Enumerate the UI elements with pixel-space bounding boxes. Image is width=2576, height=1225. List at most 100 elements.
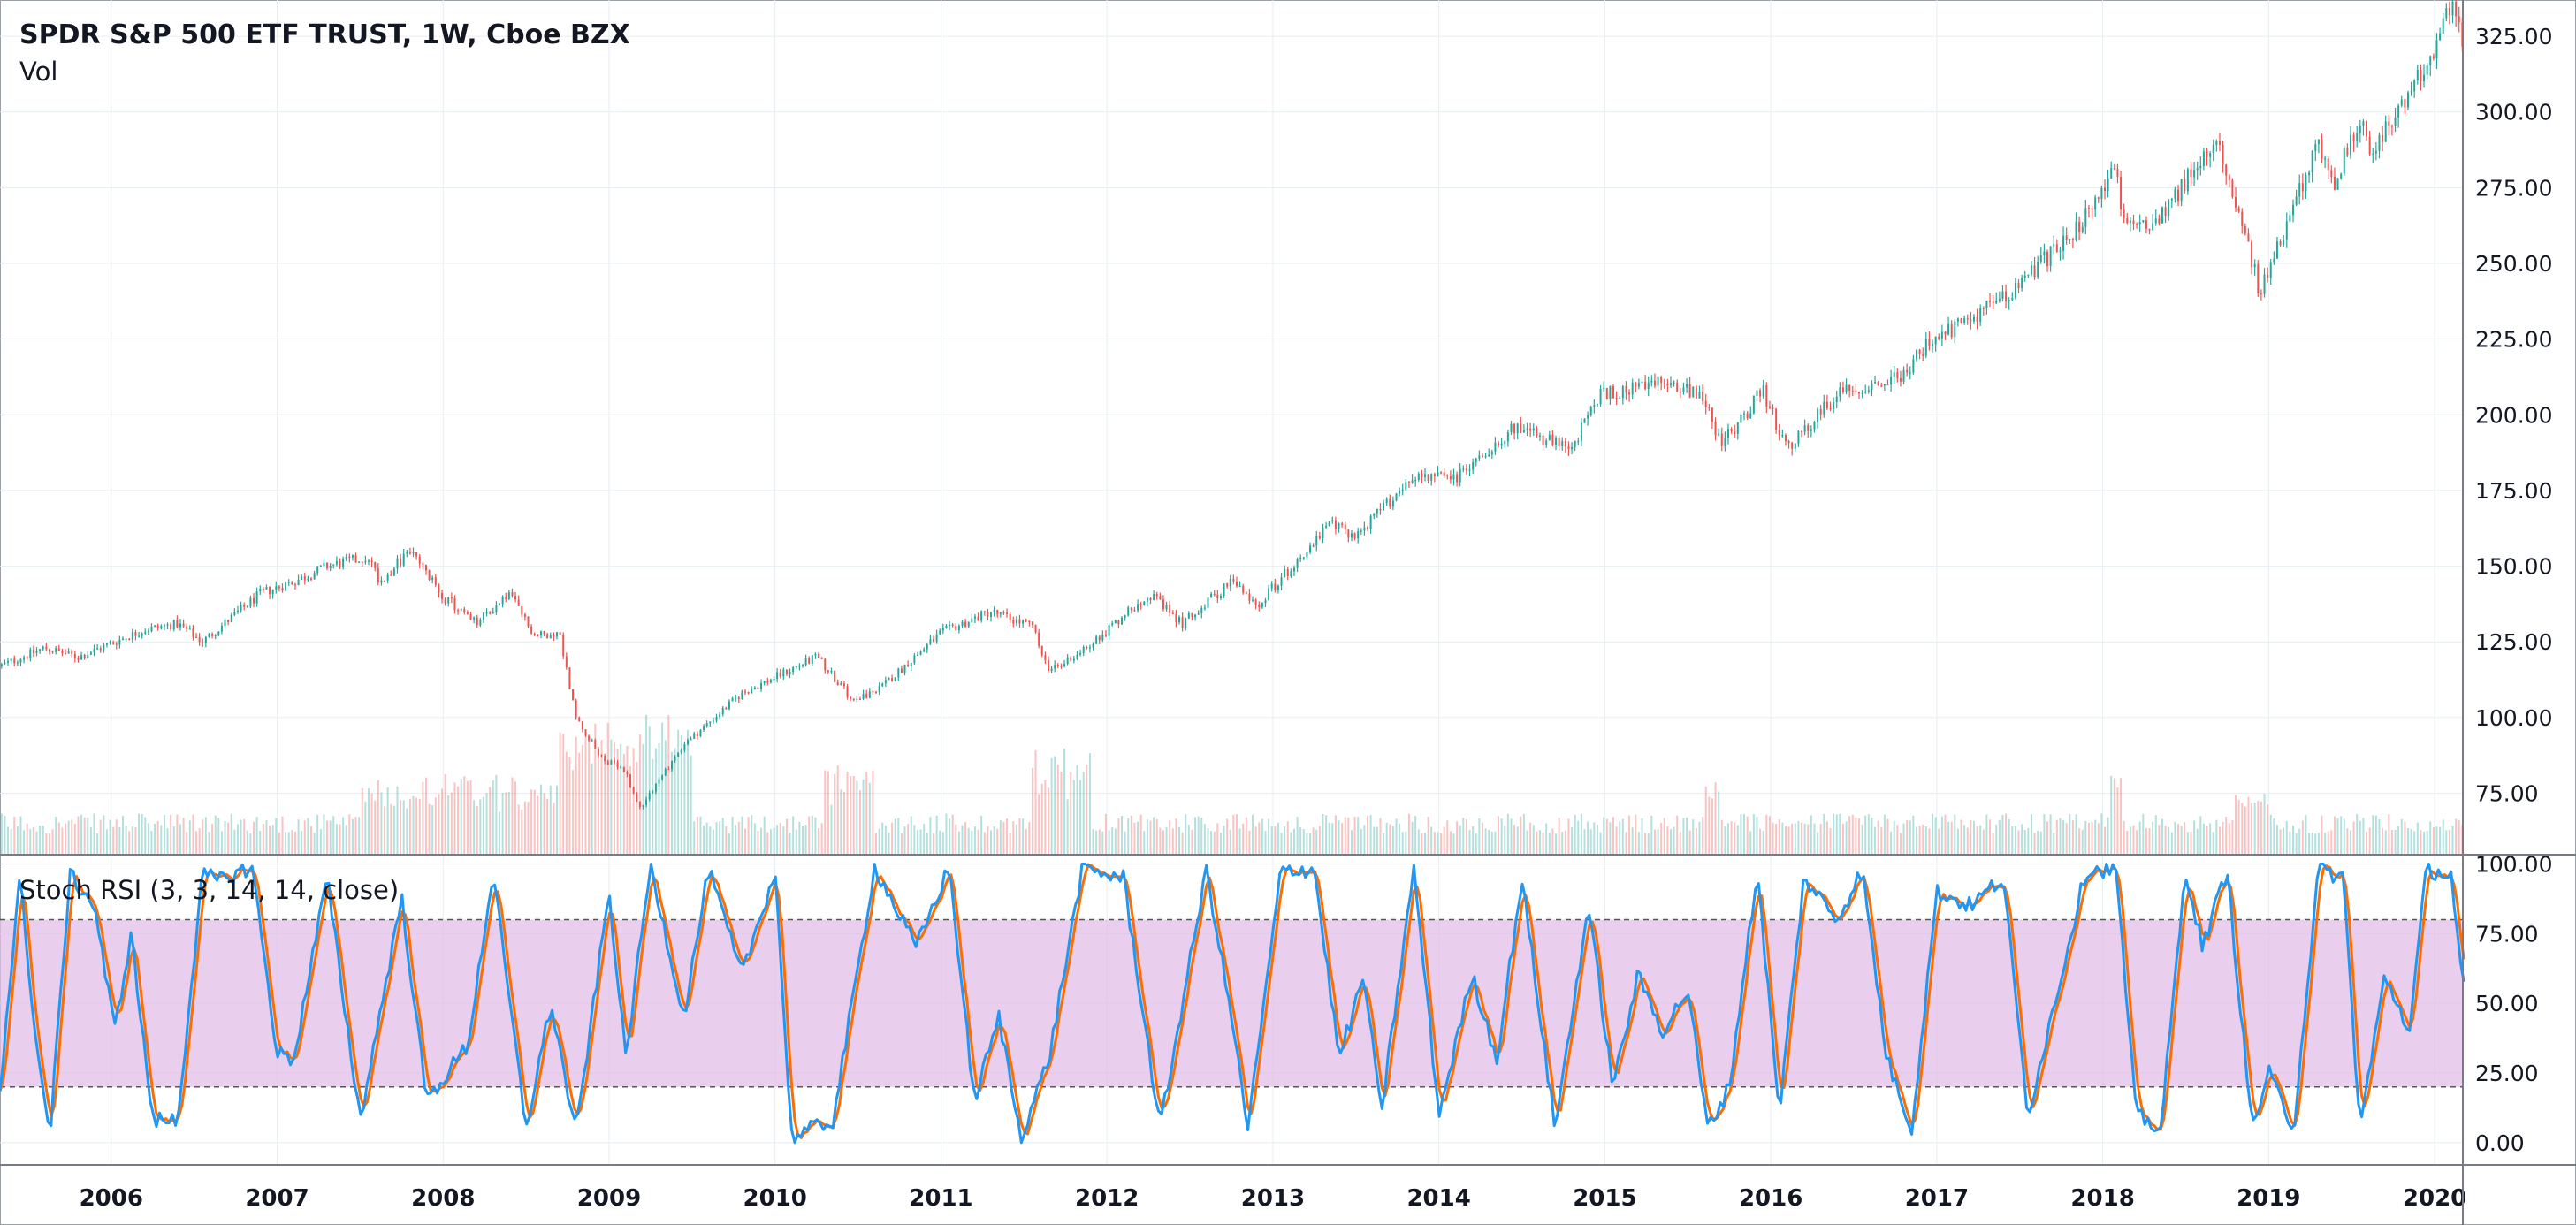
volume-bar: [1082, 772, 1085, 854]
volume-bar: [2225, 816, 2228, 854]
candle-body: [1589, 407, 1592, 415]
volume-bar: [2251, 803, 2253, 854]
candle-body: [1688, 384, 1691, 398]
candle-body: [400, 558, 402, 566]
candle-body: [606, 761, 609, 765]
candle-body: [1162, 599, 1164, 610]
volume-bar: [875, 833, 878, 854]
volume-bar: [1475, 833, 1477, 854]
candle-body: [1791, 442, 1794, 449]
volume-bar: [118, 826, 121, 854]
candle-body: [556, 632, 558, 637]
candle-body: [1867, 390, 1870, 392]
candle-body: [1934, 336, 1937, 345]
candle-body: [2343, 148, 2345, 174]
candle-body: [1855, 391, 1857, 392]
volume-legend[interactable]: Vol: [19, 57, 58, 87]
candle-body: [2154, 218, 2157, 224]
candle-body: [903, 664, 906, 673]
volume-bar: [1424, 833, 1426, 854]
time-tick-label: 2011: [909, 1185, 972, 1212]
volume-bar: [418, 799, 421, 854]
time-axis[interactable]: 2006 2007 2008 2009 2010 2011 2012 2013 2014 2015…: [80, 1185, 2467, 1212]
candle-body: [2311, 151, 2313, 173]
stoch-rsi-legend[interactable]: Stoch RSI (3, 3, 14, 14, close): [19, 875, 400, 905]
candle-body: [479, 620, 482, 626]
candle-body: [2123, 209, 2125, 218]
candle-body: [2142, 220, 2145, 223]
candle-body: [2295, 196, 2298, 205]
candle-body: [955, 626, 957, 631]
volume-bar: [1284, 826, 1286, 854]
volume-bar: [1405, 831, 1407, 854]
price-axis[interactable]: 75.00100.00125.00150.00175.00200.00225.0…: [2475, 24, 2552, 806]
candle-body: [1104, 634, 1107, 636]
candle-body: [428, 570, 431, 580]
candle-body: [492, 612, 494, 614]
stoch-tick-label: 25.00: [2475, 1061, 2539, 1086]
volume-bar: [2030, 814, 2032, 854]
volume-bar: [1391, 826, 1394, 854]
volume-bar: [670, 751, 673, 854]
candle-body: [1883, 384, 1886, 386]
volume-bar: [1835, 814, 1838, 854]
symbol-title[interactable]: SPDR S&P 500 ETF TRUST, 1W, Cboe BZX: [19, 19, 630, 50]
candle-body: [1612, 386, 1615, 399]
candle-body: [1076, 654, 1078, 659]
candle-body: [737, 697, 740, 699]
volume-bar: [2071, 820, 2074, 854]
volume-bar: [725, 826, 728, 854]
candle-body: [2356, 133, 2359, 142]
volume-bar: [664, 740, 667, 854]
volume-bar: [2435, 826, 2438, 854]
candle-body: [236, 610, 239, 612]
candle-body: [2451, 1, 2454, 16]
candle-body: [1995, 300, 1998, 304]
volume-bar: [1200, 818, 1203, 854]
candle-body: [2116, 169, 2119, 177]
candle-body: [2164, 207, 2167, 217]
candle-body: [1871, 383, 1873, 391]
volume-bar: [1197, 816, 1200, 854]
candle-body: [2113, 168, 2115, 170]
volume-bar: [1063, 748, 1066, 854]
volume-bar: [2257, 800, 2260, 854]
volume-bar: [2308, 833, 2311, 854]
candle-body: [613, 760, 615, 763]
candle-body: [1928, 339, 1931, 346]
volume-bar: [674, 748, 676, 854]
candle-body: [1666, 384, 1669, 386]
candle-body: [858, 698, 861, 700]
stoch-tick-label: 50.00: [2475, 991, 2539, 1016]
volume-bar: [2451, 826, 2454, 854]
candle-body: [690, 738, 692, 741]
stoch-tick-label: 75.00: [2475, 921, 2539, 947]
candle-body: [1711, 407, 1713, 422]
candle-body: [2069, 239, 2071, 240]
candle-body: [1736, 422, 1739, 434]
volume-bar: [259, 831, 262, 854]
volume-bar: [1302, 829, 1305, 854]
candle-body: [1730, 429, 1733, 432]
volume-bar: [939, 830, 941, 854]
volume-bar: [1114, 828, 1117, 854]
candle-body: [1794, 443, 1796, 449]
volume-bar: [269, 825, 271, 854]
candle-body: [217, 631, 220, 635]
candle-body: [533, 633, 536, 635]
volume-bar: [2343, 818, 2345, 854]
volume-bar: [329, 820, 332, 854]
price-tick-label: 250.00: [2475, 251, 2552, 277]
candle-body: [1784, 435, 1787, 442]
volume-bar: [865, 772, 868, 854]
candle-body: [390, 574, 392, 576]
candle-body: [891, 678, 894, 681]
candle-body: [2442, 18, 2444, 34]
candle-body: [636, 793, 638, 802]
volume-bar: [1028, 822, 1031, 854]
volume-bar: [65, 823, 67, 854]
volume-bar: [4, 816, 6, 854]
candle-body: [2366, 121, 2368, 137]
